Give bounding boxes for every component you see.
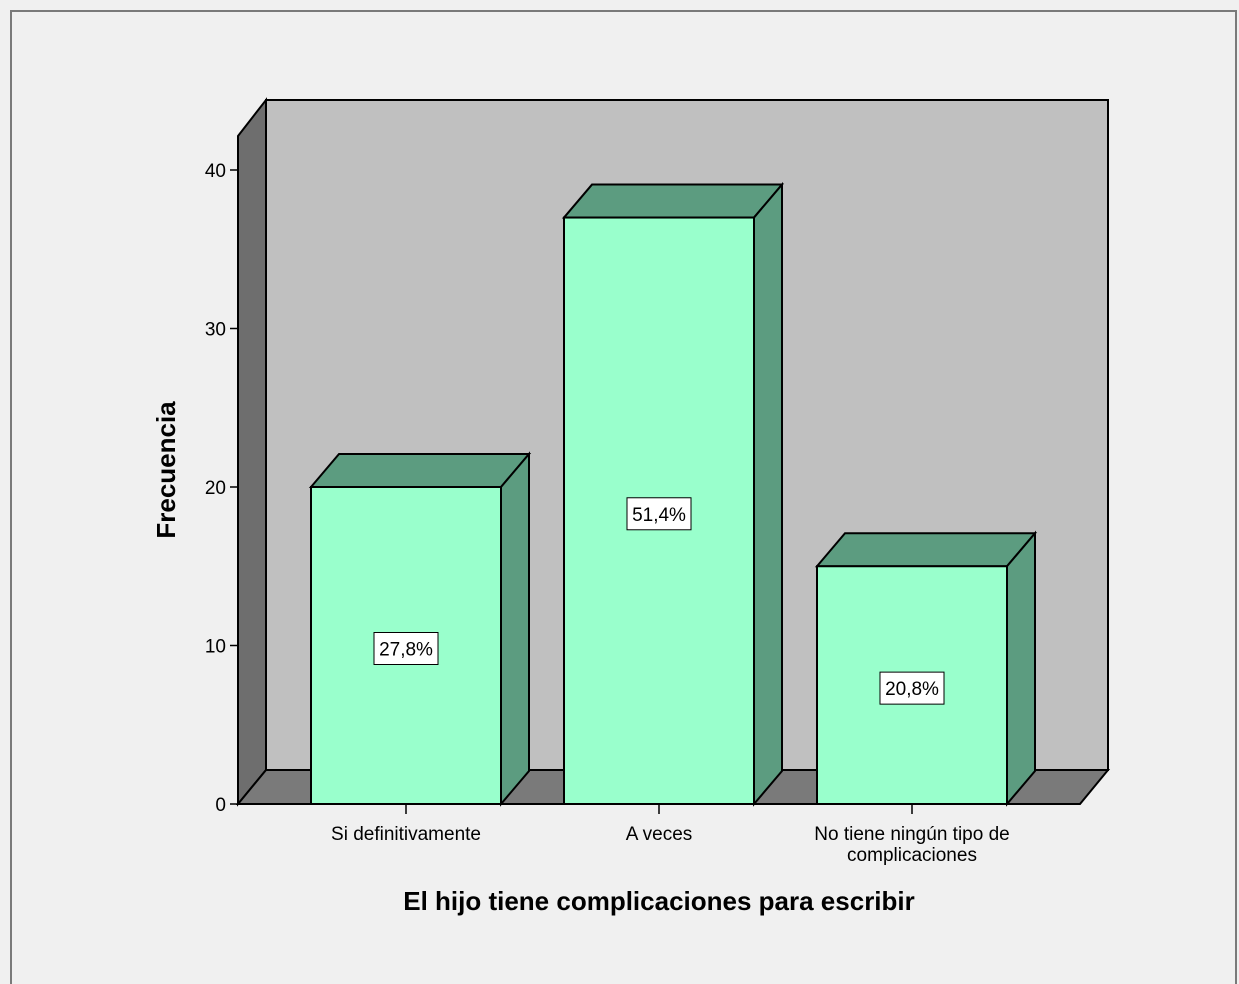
bar-top	[561, 183, 785, 219]
x-axis-categories: Si definitivamente A veces No tiene ningún…	[331, 804, 1010, 866]
category-label: Si definitivamente	[331, 824, 481, 845]
data-label-box	[373, 632, 439, 665]
y-axis: 0 10 20 30 40	[205, 161, 238, 816]
category-label: No tiene ningún tipo de complicaciones	[814, 824, 1009, 866]
y-tick-label: 0	[215, 795, 226, 816]
category-label: A veces	[626, 824, 693, 845]
category-label-line: complicaciones	[847, 845, 977, 866]
bar: 51,4%	[561, 181, 785, 807]
bar: 20,8%	[814, 530, 1038, 807]
x-axis-title: El hijo tiene complicaciones para escrib…	[403, 886, 915, 916]
bar-side	[1006, 530, 1036, 807]
data-label: 20,8%	[885, 679, 939, 700]
category-label-line: A veces	[626, 824, 693, 845]
data-label: 27,8%	[379, 640, 433, 661]
y-axis-title: Frecuencia	[151, 401, 181, 539]
bar-side	[753, 181, 783, 807]
y-tick-label: 40	[205, 161, 226, 182]
category-label-line: No tiene ningún tipo de	[814, 824, 1009, 845]
bar-top	[308, 453, 532, 488]
data-label: 51,4%	[632, 505, 686, 526]
side-wall	[237, 97, 267, 807]
y-tick-label: 20	[205, 478, 226, 499]
y-tick-label: 10	[205, 637, 226, 658]
data-label-box	[626, 497, 692, 531]
data-label-box	[879, 671, 945, 705]
category-label-line: Si definitivamente	[331, 824, 481, 845]
bar-top	[814, 532, 1038, 568]
bars: 27,8% 51,4% 20,8%	[308, 181, 1038, 807]
y-tick-label: 30	[205, 320, 226, 341]
bar-side	[500, 451, 530, 807]
bar: 27,8%	[308, 451, 532, 807]
